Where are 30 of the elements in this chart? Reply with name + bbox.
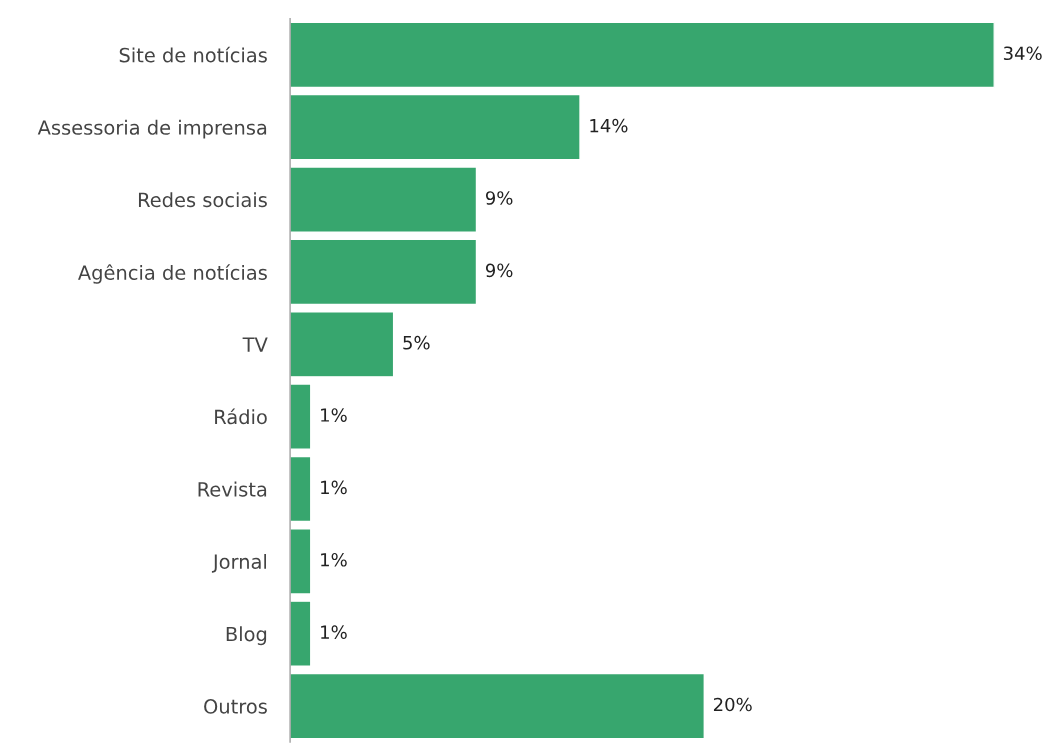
data-label: 1% [321,480,347,495]
y-tick-label: Jornal [211,553,267,573]
bar [290,600,312,667]
y-tick-label: Site de notícias [119,46,267,63]
bar [290,21,995,89]
bar [290,672,705,740]
data-label: 9% [485,191,513,205]
data-label: 1% [321,625,347,639]
bar [290,383,312,450]
y-tick-label: Redes sociais [138,192,267,208]
bar [290,238,478,306]
y-tick-label: Blog [226,626,267,646]
bar [290,455,312,523]
y-tick-label: Outros [204,699,267,714]
data-label: 1% [321,552,347,567]
data-label: 14% [590,118,628,133]
bar [290,93,581,161]
y-tick-label: Rádio [215,408,267,425]
data-label: 20% [713,697,752,712]
data-label: 1% [321,408,347,422]
y-tick-label: Agência de notícias [78,264,267,284]
bar [290,311,395,378]
data-label: 34% [1003,46,1042,61]
data-label: 5% [403,335,430,350]
y-tick-label: Assessoria de imprensa [37,119,267,139]
y-tick-label: Revista [198,481,267,497]
data-label: 9% [485,263,513,278]
y-tick-label: TV [242,337,268,352]
bar [290,528,312,595]
bar [290,166,478,233]
